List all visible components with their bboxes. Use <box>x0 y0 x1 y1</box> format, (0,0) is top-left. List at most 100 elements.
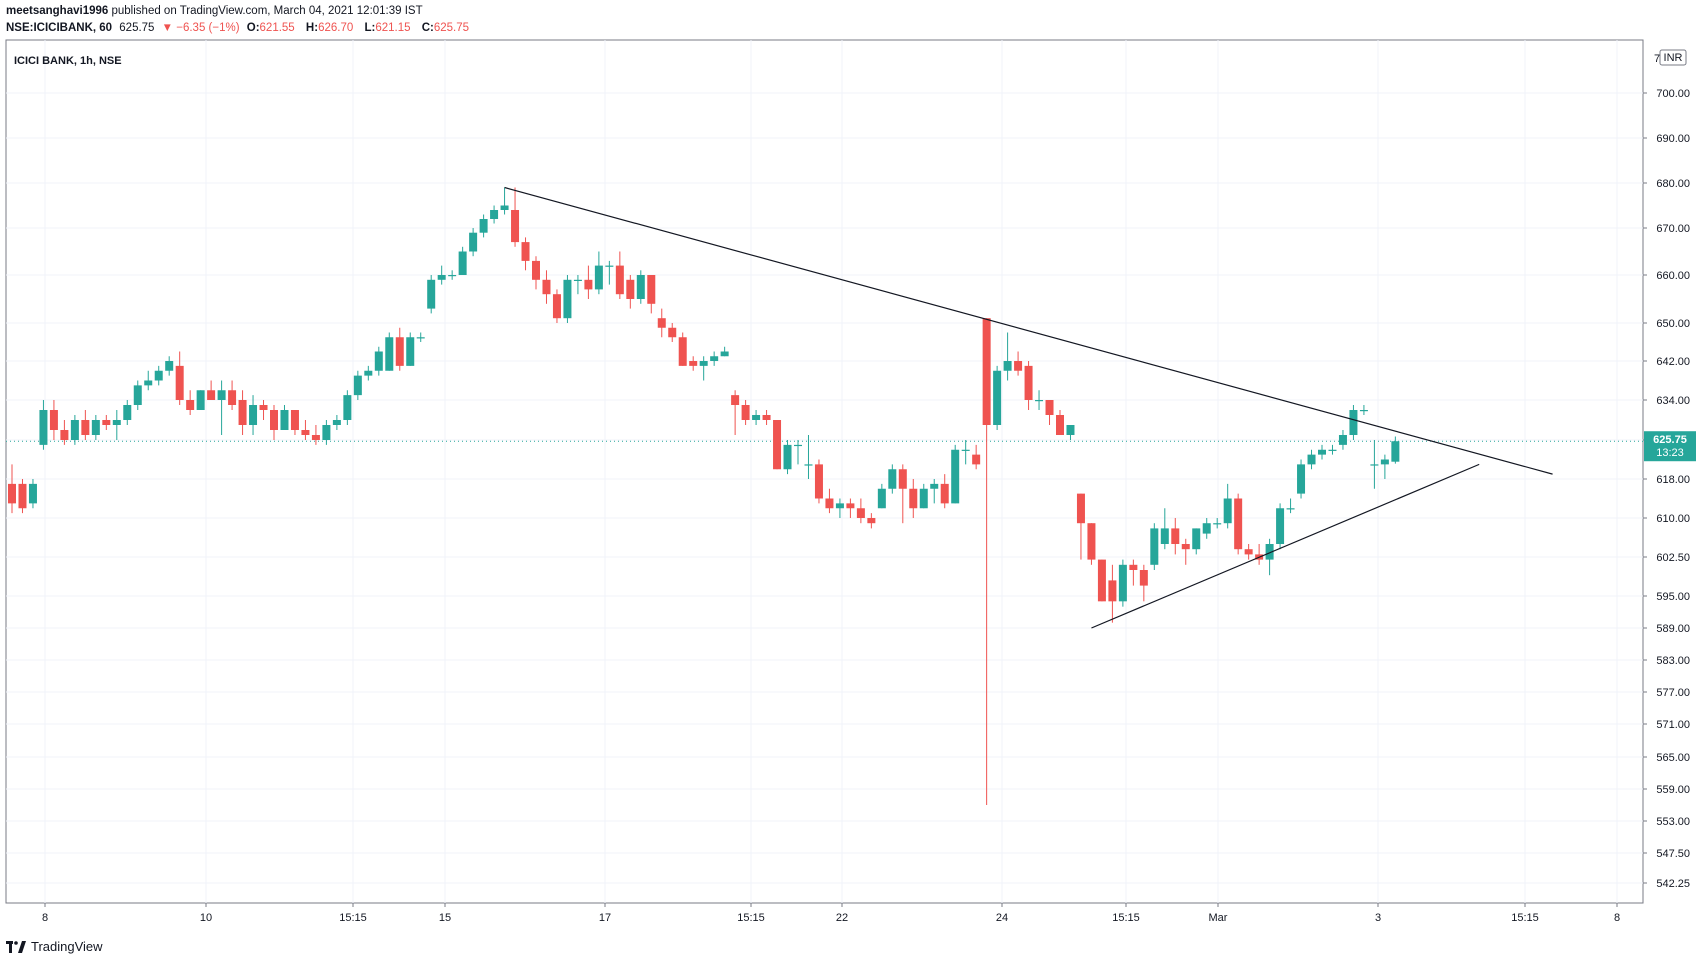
candle-body <box>311 435 320 440</box>
candle-body <box>28 483 37 504</box>
candle-body <box>1202 523 1211 534</box>
candle-body <box>835 503 844 509</box>
candle-body <box>1056 415 1064 435</box>
y-tick-label: 680.00 <box>1656 178 1690 190</box>
candle-body <box>1349 410 1358 435</box>
y-tick-label: 595.00 <box>1656 591 1690 603</box>
ohlc-high-label: H: <box>305 22 319 34</box>
y-tick-label: 583.00 <box>1656 655 1690 667</box>
candle-body <box>689 361 698 366</box>
candle-body <box>521 242 530 261</box>
candle-body <box>940 483 949 504</box>
x-tick-label: 15:15 <box>339 912 367 924</box>
candle-body <box>18 483 27 509</box>
countdown-label: 13:23 <box>1656 447 1684 459</box>
footer-brand[interactable]: TradingView <box>31 939 103 954</box>
x-tick-label: Mar <box>1209 912 1228 924</box>
candle-body <box>259 405 268 410</box>
candle-body <box>972 454 981 465</box>
candle-body <box>353 375 362 396</box>
candle-body <box>773 420 782 470</box>
chart-canvas[interactable]: ICICI BANK, 1h, NSE 700.00 690.00 680.00 670… <box>0 0 1706 940</box>
footer: TradingView <box>6 939 103 954</box>
y-tick-label: 571.00 <box>1656 719 1690 731</box>
last-price: 625.75 <box>119 22 155 34</box>
x-tick-label: 24 <box>996 912 1008 924</box>
candle-body <box>1234 498 1243 550</box>
candle-body <box>647 275 656 304</box>
y-tick-label: 670.00 <box>1656 223 1690 235</box>
candle-body <box>322 425 331 440</box>
candle-body <box>584 279 593 290</box>
candle-body <box>469 232 478 252</box>
candle-body <box>60 430 69 440</box>
candle-body <box>112 420 121 425</box>
candle-body <box>385 337 394 371</box>
candle-body <box>1181 544 1190 550</box>
candle-body <box>615 265 624 295</box>
candle-body <box>814 464 823 499</box>
y-tick-label: 660.00 <box>1656 270 1690 282</box>
candle-body <box>762 415 771 420</box>
published-text: published on TradingView.com, March 04, … <box>111 5 423 17</box>
y-tick-label: 634.00 <box>1656 395 1690 407</box>
candle-body <box>1108 580 1117 602</box>
x-tick-label: 15:15 <box>1511 912 1539 924</box>
candles-group <box>8 187 1400 805</box>
candle-body <box>280 410 289 430</box>
candle-body <box>573 279 582 281</box>
y-tick-label-top: 7 <box>1654 53 1660 65</box>
currency-badge <box>1659 49 1687 66</box>
candle-body <box>290 410 299 430</box>
candle-body <box>479 219 488 233</box>
last-price-tag-label: 625.75 <box>1653 434 1687 446</box>
ohlc-high-value: 626.70 <box>318 22 354 34</box>
candle-body <box>343 395 352 420</box>
candle-body <box>1097 559 1106 602</box>
chart-header: meetsanghavi1996 published on TradingVie… <box>6 3 477 37</box>
candle-body <box>919 488 928 509</box>
candle-body <box>123 405 132 420</box>
y-tick-label: 618.00 <box>1656 474 1690 486</box>
candle-body <box>249 405 258 425</box>
candle-body <box>238 400 247 425</box>
candle-body <box>374 351 383 371</box>
candle-body <box>1370 464 1379 466</box>
y-tick-label: 690.00 <box>1656 133 1690 145</box>
candle-body <box>1307 454 1316 465</box>
candle-body <box>70 420 79 440</box>
candle-body <box>1297 464 1306 494</box>
candle-body <box>1024 365 1033 400</box>
y-tick-label: 602.50 <box>1656 552 1690 564</box>
candle-body <box>1380 459 1389 465</box>
candle-body <box>332 420 341 425</box>
candle-body <box>49 410 58 430</box>
candle-body <box>1276 508 1285 544</box>
publisher-name[interactable]: meetsanghavi1996 <box>6 5 109 17</box>
y-tick-label: 553.00 <box>1656 816 1690 828</box>
candle-body <box>416 337 425 339</box>
candle-body <box>867 518 876 524</box>
candle-body <box>930 483 939 489</box>
candle-body <box>542 279 551 295</box>
candle-body <box>1118 564 1127 602</box>
ohlc-open-label: O: <box>246 22 260 34</box>
y-tick-label: 700.00 <box>1656 88 1690 100</box>
y-tick-label: 559.00 <box>1656 784 1690 796</box>
candle-body <box>1003 361 1012 371</box>
candle-body <box>877 488 886 509</box>
candle-body <box>804 464 813 466</box>
y-tick-label: 642.00 <box>1656 356 1690 368</box>
trendline <box>504 186 1553 475</box>
candle-body <box>1213 523 1222 525</box>
candle-body <box>1160 528 1169 544</box>
candle-body <box>856 508 865 518</box>
candle-body <box>1318 449 1326 455</box>
candle-body <box>846 503 855 509</box>
candle-body <box>91 420 100 435</box>
candle-body <box>144 380 153 386</box>
x-tick-label: 8 <box>1614 912 1620 924</box>
candle-body <box>532 260 540 280</box>
candle-body <box>490 210 499 219</box>
candle-body <box>626 279 635 299</box>
